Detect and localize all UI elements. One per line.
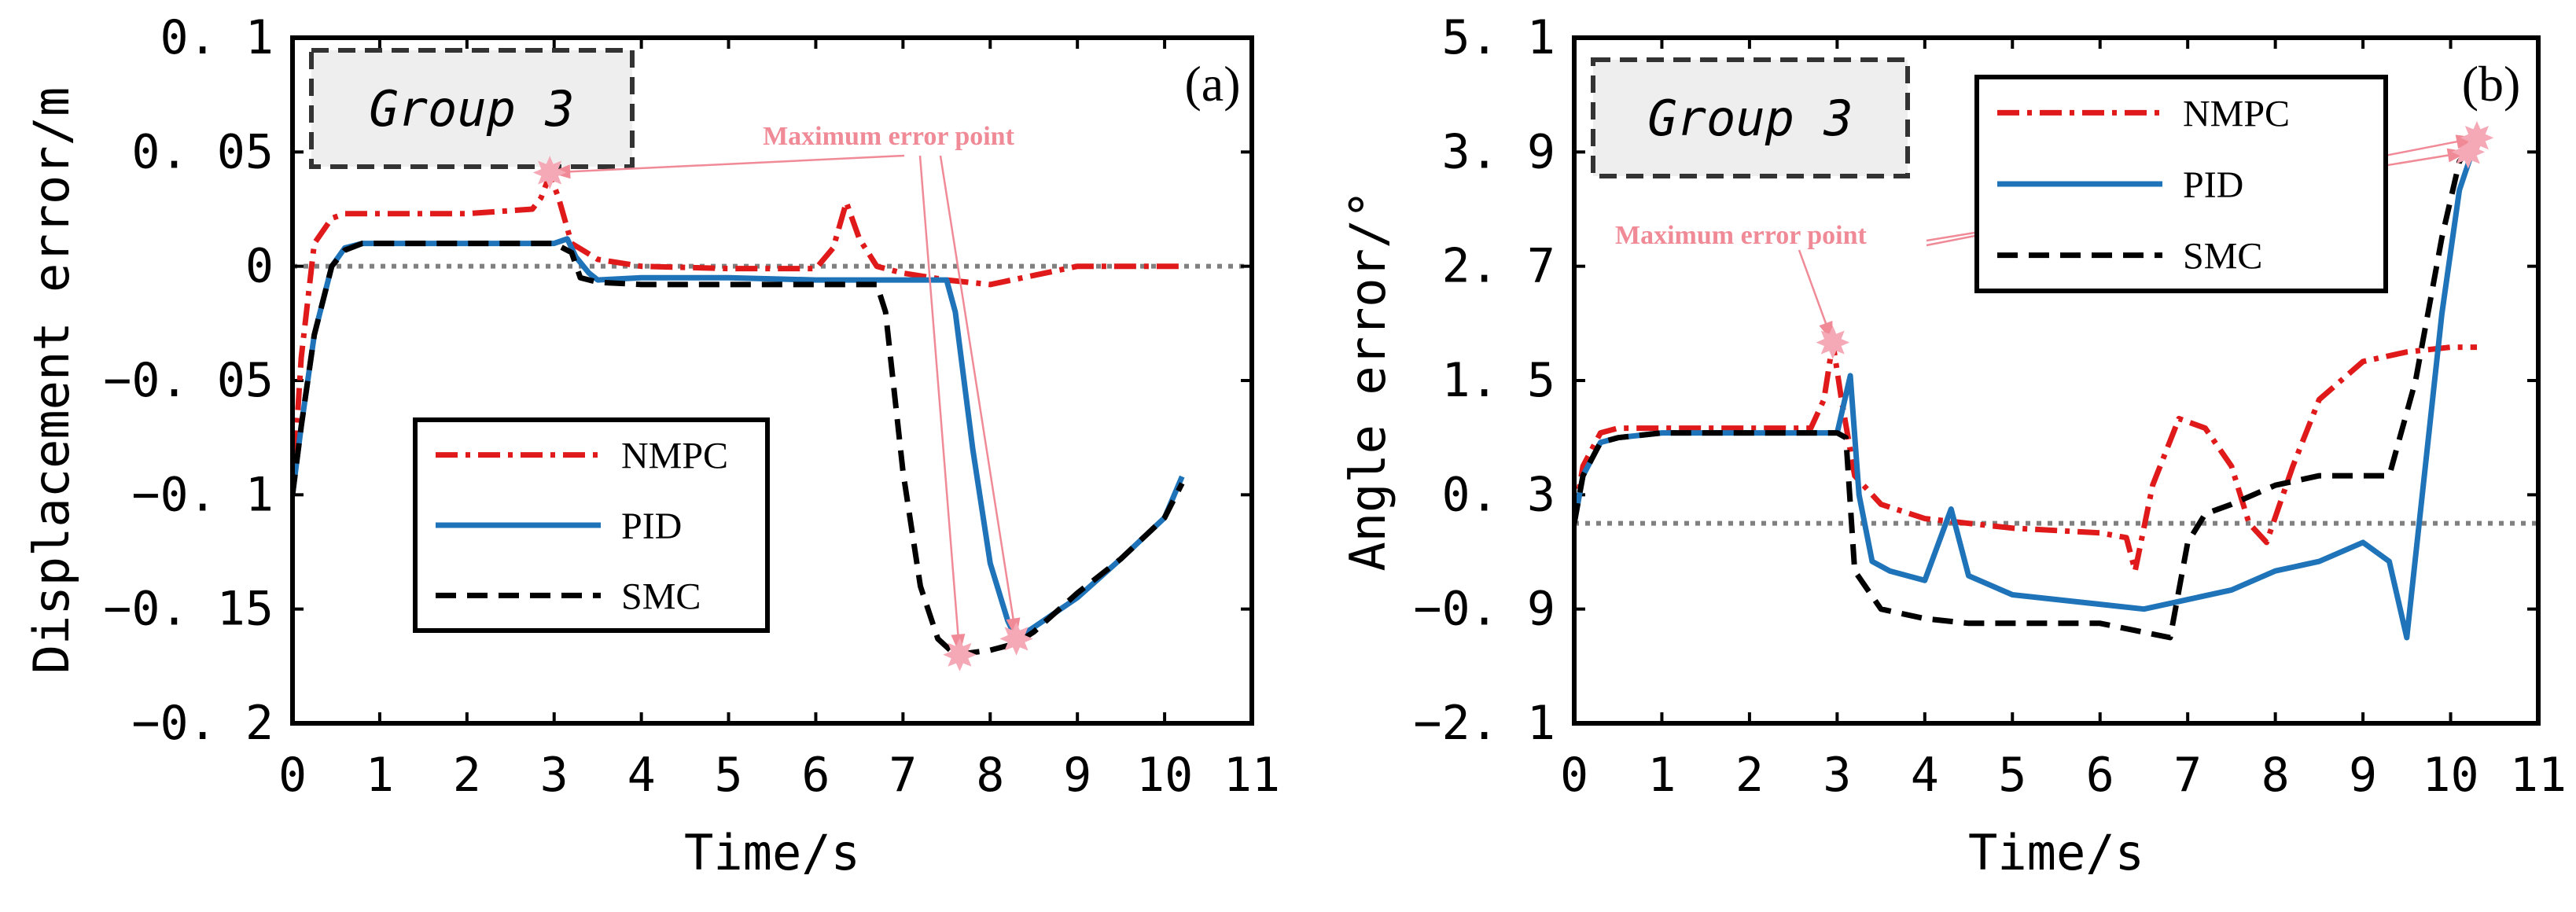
x-axis-label: Time/s bbox=[684, 824, 860, 881]
legend-label-smc: SMC bbox=[621, 576, 701, 617]
series-line-nmpc bbox=[293, 171, 1183, 495]
x-tick-label: 3 bbox=[1823, 748, 1851, 803]
y-tick-label: −0. 9 bbox=[1413, 582, 1555, 637]
group-label: Group 3 bbox=[369, 80, 574, 138]
max-error-marker bbox=[2460, 120, 2494, 155]
legend-label-pid: PID bbox=[621, 506, 682, 547]
series-line-nmpc bbox=[1574, 340, 2477, 574]
y-tick-label: −2. 1 bbox=[1413, 696, 1555, 751]
x-tick-label: 5 bbox=[714, 748, 742, 803]
y-tick-label: 0. 3 bbox=[1442, 467, 1556, 522]
x-tick-label: 4 bbox=[1911, 748, 1939, 803]
x-tick-label: 11 bbox=[2510, 748, 2567, 803]
panel-b: 0 1 2 3 4 5 6 7 8 9 10 11 5. 1 3. 9 2. 7 1. 5 0. 3 −0. 9 −… bbox=[1339, 10, 2567, 881]
y-tick-label: −0. 05 bbox=[103, 353, 274, 408]
y-tick-label: −0. 1 bbox=[131, 467, 274, 522]
group-box bbox=[1591, 57, 1910, 178]
annotation-arrow bbox=[918, 155, 961, 655]
y-tick-label: 0. 05 bbox=[131, 124, 274, 179]
x-tick-label: 9 bbox=[1063, 748, 1091, 803]
y-tick-label: 3. 9 bbox=[1442, 124, 1556, 179]
series-line-smc bbox=[1574, 136, 2479, 641]
x-tick-label: 2 bbox=[453, 748, 481, 803]
x-tick-label: 0 bbox=[1560, 748, 1588, 803]
max-error-marker bbox=[532, 156, 567, 189]
x-tick-label: 9 bbox=[2349, 748, 2377, 803]
legend-label-smc: SMC bbox=[2183, 236, 2262, 278]
y-tick-label: 5. 1 bbox=[1442, 10, 1556, 65]
y-tick-label: 2. 7 bbox=[1442, 239, 1556, 294]
max-error-marker bbox=[1816, 325, 1850, 359]
y-tick-label: 1. 5 bbox=[1442, 353, 1556, 408]
x-tick-label: 6 bbox=[2086, 748, 2114, 803]
y-tick-label: −0. 2 bbox=[131, 696, 274, 751]
panel-letter: (a) bbox=[1184, 56, 1240, 112]
panel-letter: (b) bbox=[2462, 56, 2521, 112]
annotation-arrow bbox=[550, 154, 905, 174]
y-axis-label: Displacement error/m bbox=[23, 87, 80, 675]
x-tick-label: 6 bbox=[801, 748, 830, 803]
y-tick-label: −0. 15 bbox=[103, 582, 274, 637]
group-label: Group 3 bbox=[1647, 90, 1853, 147]
y-tick-label: 0 bbox=[245, 239, 274, 294]
x-tick-label: 8 bbox=[976, 748, 1004, 803]
axes-frame bbox=[290, 35, 1254, 726]
legend-label-nmpc: NMPC bbox=[2183, 93, 2290, 134]
x-tick-label: 10 bbox=[1136, 748, 1193, 803]
x-tick-label: 1 bbox=[366, 748, 394, 803]
x-tick-label: 5 bbox=[1998, 748, 2026, 803]
max-error-marker bbox=[999, 622, 1033, 656]
y-axis-label: Angle error/° bbox=[1339, 189, 1397, 571]
panel-a: 0 1 2 3 4 5 6 7 8 9 10 11 0. 1 0. 05 0 −0. 05 −0. 1 −0. 1… bbox=[23, 10, 1280, 881]
x-tick-label: 3 bbox=[540, 748, 569, 803]
annotation-text: Maximum error point bbox=[763, 122, 1014, 151]
x-tick-label: 0 bbox=[278, 748, 307, 803]
legend-label-pid: PID bbox=[2183, 164, 2243, 206]
x-axis-label: Time/s bbox=[1968, 824, 2144, 881]
x-tick-label: 4 bbox=[627, 748, 656, 803]
group-box bbox=[309, 48, 635, 169]
x-tick-label: 7 bbox=[2173, 748, 2202, 803]
x-tick-label: 10 bbox=[2422, 748, 2478, 803]
max-error-marker bbox=[943, 638, 977, 672]
y-tick-label: 0. 1 bbox=[160, 10, 274, 65]
series-group bbox=[1574, 136, 2480, 641]
x-tick-label: 8 bbox=[2261, 748, 2290, 803]
x-tick-label: 2 bbox=[1735, 748, 1764, 803]
annotation-arrow bbox=[939, 155, 1018, 639]
axes-frame bbox=[1572, 35, 2541, 726]
legend-label-nmpc: NMPC bbox=[621, 436, 728, 477]
x-tick-label: 11 bbox=[1224, 748, 1280, 803]
x-tick-label: 1 bbox=[1647, 748, 1676, 803]
x-tick-label: 7 bbox=[889, 748, 917, 803]
annotation-text: Maximum error point bbox=[1615, 221, 1867, 250]
